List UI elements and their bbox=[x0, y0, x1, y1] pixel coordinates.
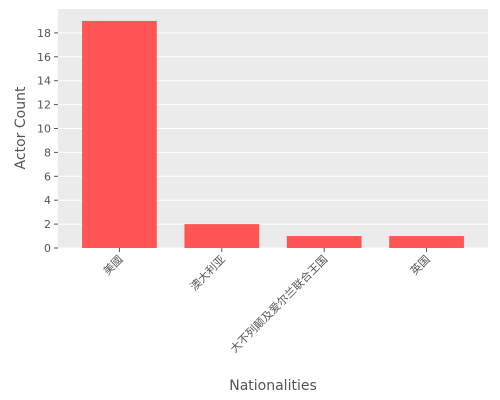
x-tick-label: 大不列颠及爱尔兰联合王国 bbox=[227, 252, 330, 355]
bar bbox=[184, 224, 260, 248]
y-tick-label: 8 bbox=[44, 146, 51, 159]
bar bbox=[82, 20, 157, 249]
y-tick-label: 14 bbox=[37, 75, 51, 88]
y-tick-label: 4 bbox=[44, 194, 51, 207]
x-tick-label: 英国 bbox=[407, 252, 432, 277]
y-axis-title: Actor Count bbox=[13, 86, 29, 169]
y-tick-label: 2 bbox=[44, 218, 51, 231]
bar bbox=[286, 236, 362, 248]
bar bbox=[389, 236, 464, 248]
y-tick-label: 0 bbox=[44, 242, 51, 255]
y-tick-label: 6 bbox=[44, 170, 51, 183]
y-tick-label: 18 bbox=[37, 27, 51, 40]
x-axis-title: Nationalities bbox=[229, 378, 317, 394]
x-tick-label: 澳大利亚 bbox=[187, 252, 228, 293]
x-tick-label: 美國 bbox=[101, 253, 126, 278]
y-tick-label: 16 bbox=[37, 51, 51, 64]
y-tick-label: 10 bbox=[37, 123, 51, 136]
y-tick-label: 12 bbox=[37, 99, 51, 112]
